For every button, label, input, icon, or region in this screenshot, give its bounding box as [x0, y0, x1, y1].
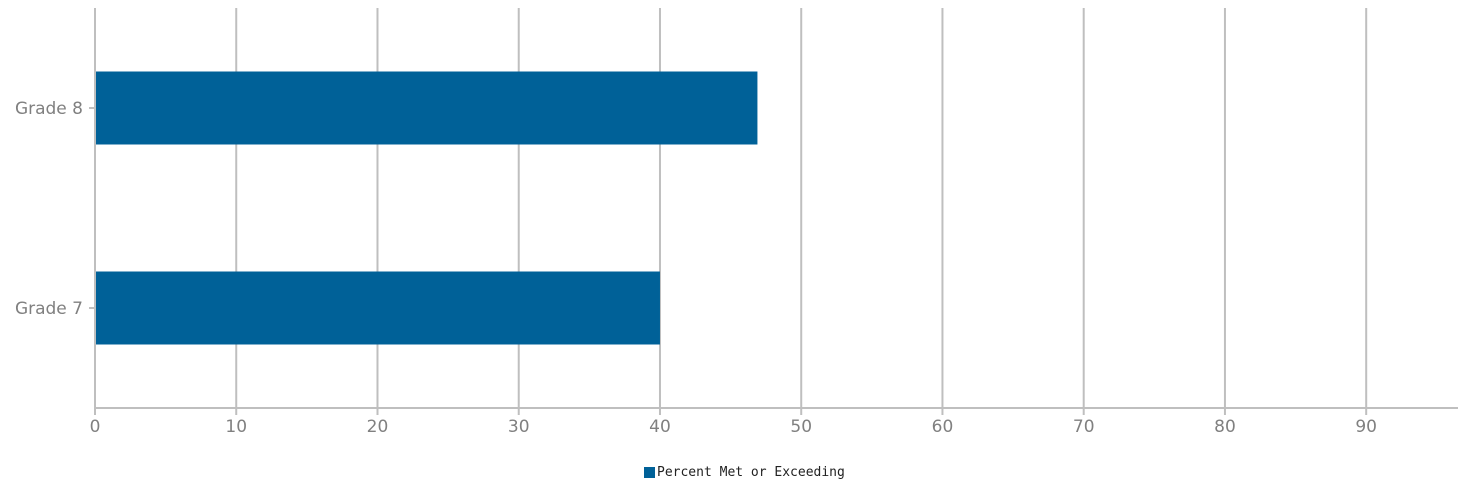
- legend-swatch: [644, 467, 655, 478]
- bars: [95, 71, 758, 345]
- x-tick-label-10: 10: [225, 417, 247, 437]
- x-tick-label-40: 40: [649, 417, 671, 437]
- x-tick-label-90: 90: [1355, 417, 1377, 437]
- x-tick-labels: 0 10 20 30 40 50 60 70 80 90: [90, 417, 1377, 437]
- legend-label: Percent Met or Exceeding: [657, 465, 845, 480]
- bar-grade-8: [95, 71, 758, 145]
- x-tick-label-30: 30: [508, 417, 530, 437]
- y-category-labels: Grade 8 Grade 7: [15, 99, 83, 319]
- y-category-label: Grade 7: [15, 299, 83, 319]
- y-category-label: Grade 8: [15, 99, 83, 119]
- x-tick-label-50: 50: [790, 417, 812, 437]
- x-tick-label-20: 20: [367, 417, 389, 437]
- x-tick-label-70: 70: [1073, 417, 1095, 437]
- legend: Percent Met or Exceeding: [644, 465, 845, 480]
- x-tick-label-80: 80: [1214, 417, 1236, 437]
- x-tick-label-0: 0: [90, 417, 101, 437]
- bar-grade-7: [95, 271, 660, 345]
- x-tick-label-60: 60: [932, 417, 954, 437]
- gridlines: [235, 8, 1368, 408]
- axes: [89, 8, 1458, 415]
